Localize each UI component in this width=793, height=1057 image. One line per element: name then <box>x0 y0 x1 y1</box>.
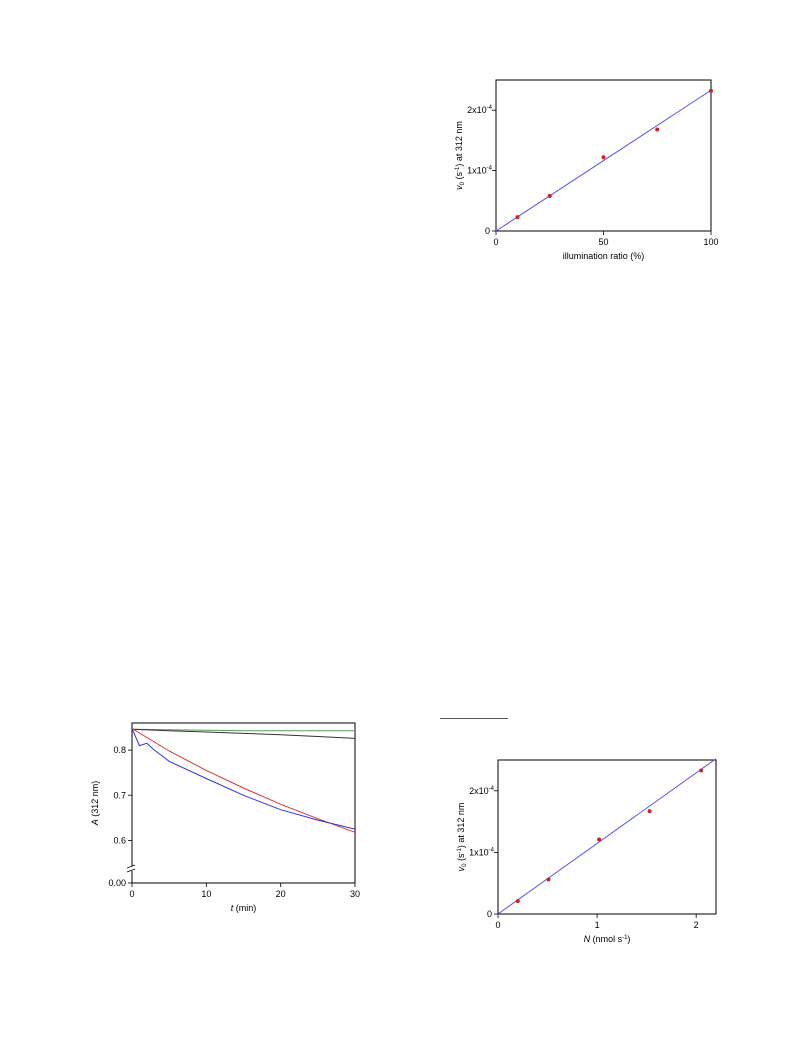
chart-c-y-label-exp: -1 <box>457 848 463 854</box>
chart-c-x-tick-label: 1 <box>595 920 600 930</box>
chart-c-x-label-exp: -1 <box>622 935 628 941</box>
chart-b-x-axis-label: t (min) <box>231 903 257 913</box>
chart-b-series-black <box>131 728 356 739</box>
chart-a-y-label-v: v <box>454 185 464 190</box>
chart-a-y-label-unit-post: ) at 312 nm <box>454 121 464 167</box>
chart-b-axes: 0 10 20 30 0.6 0.7 0.8 0.00 <box>108 722 360 899</box>
chart-b-axis-break-mark <box>126 868 136 873</box>
chart-c-points <box>515 768 704 904</box>
chart-c-axes: 0 1 2 0 1x10-4 2x10-4 <box>469 759 717 930</box>
chart-c-data-point <box>699 768 704 773</box>
chart-c-x-axis-label: N (nmol s-1) <box>584 934 631 944</box>
chart-a-x-tick-label: 50 <box>598 237 608 247</box>
chart-b-x-tick-label: 20 <box>276 889 286 899</box>
chart-c-y-label-unit-post: ) at 312 nm <box>456 803 466 849</box>
chart-a-x-tick-label: 0 <box>493 237 498 247</box>
chart-b-x-label-rest: (min) <box>233 903 256 913</box>
chart-c-y-axis-label: v0 (s-1) at 312 nm <box>456 803 468 872</box>
chart-b-series-blue <box>131 728 356 830</box>
chart-c-x-tick-label: 2 <box>694 920 699 930</box>
chart-c-x-label-unit-pre: (nmol s <box>590 934 623 944</box>
chart-a-fit-line <box>495 89 712 232</box>
chart-b-y-tick-label: 0.7 <box>113 790 126 800</box>
chart-b-series <box>131 727 356 833</box>
chart-c-plot-frame <box>497 759 717 915</box>
chart-a-y-label-exp: -1 <box>455 166 461 172</box>
chart-c-y-tick-label: 0 <box>487 909 492 919</box>
chart-a-data-point <box>515 215 520 220</box>
chart-a-data-point <box>601 155 606 160</box>
chart-c-x-tick-label: 0 <box>495 920 500 930</box>
chart-a-y-label-sub: 0 <box>460 181 466 185</box>
chart-a-y-tick-label: 0 <box>485 226 490 236</box>
chart-c-y-label-sub: 0 <box>462 863 468 867</box>
chart-c-y-tick-label: 1x10-4 <box>469 847 495 857</box>
chart-b-series-red <box>131 727 356 833</box>
separator-line <box>440 718 508 719</box>
chart-a-data-point <box>547 193 552 198</box>
chart-a-y-tick-label: 1x10-4 <box>467 166 493 176</box>
chart-b-y-tick-label: 0.8 <box>113 745 126 755</box>
chart-b-x-tick-label: 0 <box>129 889 134 899</box>
chart-b-y-label-a: A <box>90 819 100 826</box>
chart-b-axis-break-mark <box>126 864 136 869</box>
chart-b-x-tick-label: 10 <box>201 889 211 899</box>
chart-c-y-label-unit-pre: (s <box>456 853 466 863</box>
chart-a-plot-frame <box>495 79 712 232</box>
chart-c-y-tick-label: 2x10-4 <box>469 786 495 796</box>
chart-b-y-axis-label: A (312 nm) <box>90 781 100 827</box>
chart-a-axes: 0 50 100 0 1x10-4 2x10-4 <box>467 79 719 247</box>
chart-b-x-label-t: t <box>231 903 234 913</box>
chart-a-x-tick-label: 100 <box>703 237 718 247</box>
chart-b-y-label-rest: (312 nm) <box>90 781 100 820</box>
chart-a-y-axis-label: v0 (s-1) at 312 nm <box>454 121 466 190</box>
chart-b-axis-break-gap <box>130 866 134 871</box>
chart-b-y-break-label: 0.00 <box>108 878 126 888</box>
chart-c-data-point <box>647 809 652 814</box>
chart-c-x-label-n: N <box>584 934 591 944</box>
chart-c-data-point <box>546 877 551 882</box>
chart-c-x-label-unit-post: ) <box>627 934 630 944</box>
chart-c-data-point <box>515 899 520 904</box>
chart-a-data-point <box>655 127 660 132</box>
chart-a-data-point <box>709 88 713 93</box>
chart-c-fit-line <box>497 758 717 915</box>
chart-a-x-axis-label: illumination ratio (%) <box>563 251 645 261</box>
chart-b-plot-frame <box>131 722 356 884</box>
chart-c-data-point <box>597 837 602 842</box>
chart-b-x-tick-label: 30 <box>350 889 360 899</box>
chart-a-y-label-unit-pre: (s <box>454 172 464 182</box>
chart-c-y-label-v: v <box>456 866 466 871</box>
chart-b-y-tick-label: 0.6 <box>113 835 126 845</box>
chart-a-points <box>515 88 713 220</box>
chart-b-series-green <box>131 728 355 732</box>
chart-a-y-tick-label: 2x10-4 <box>467 105 493 115</box>
